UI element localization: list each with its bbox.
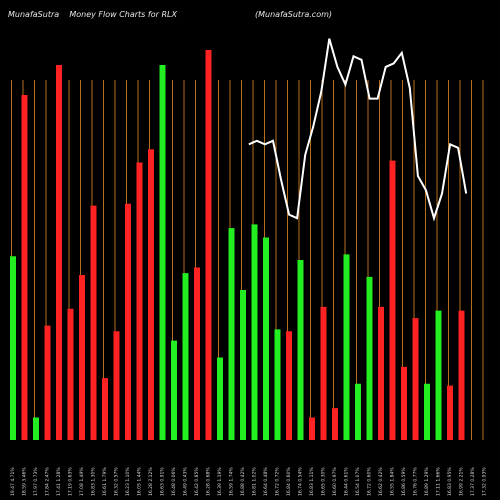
chart-title-row: MunafaSutra Money Flow Charts for RLX [8, 10, 177, 19]
bar [67, 308, 74, 440]
tick-label: 16.64 0.48% [263, 467, 269, 496]
tick-label: 16.60 0.97% [332, 467, 338, 496]
bar [343, 254, 350, 440]
tick-label: 16.42 0.85% [194, 467, 200, 496]
tick-label: 16.28 2.12% [148, 467, 154, 496]
tick-label: 17.37 0.28% [470, 467, 476, 496]
bar [228, 228, 235, 440]
tick-label: 16.83 0.95% [447, 467, 453, 496]
tick-label: 16.63 0.91% [160, 467, 166, 496]
tick-label: 16.05 1.44% [137, 467, 143, 496]
bar [90, 205, 97, 440]
bar [297, 260, 304, 440]
tick-label: 17.32 0.93% [482, 467, 488, 496]
tick-label: 16.88 0.42% [240, 467, 246, 496]
tick-label: 18.59 3.46% [22, 467, 28, 496]
tick-label: 16.44 0.61% [344, 467, 350, 496]
tick-label: 16.89 1.29% [424, 467, 430, 496]
bar [171, 340, 177, 440]
bar [102, 378, 108, 440]
brand-right: (MunafaSutra.com) [255, 10, 333, 19]
bar [33, 417, 39, 440]
tick-label: 16.72 0.72% [275, 467, 281, 496]
bar [435, 310, 442, 440]
bar [274, 329, 281, 440]
bar [251, 224, 258, 440]
tick-label: 16.32 0.57% [114, 467, 120, 496]
tick-label: 16.83 1.30% [91, 467, 97, 496]
tick-label: 16.23 1.10% [125, 467, 131, 496]
tick-label: 16.59 1.74% [229, 467, 235, 496]
tick-label: 16.48 0.06% [171, 467, 177, 496]
tick-label: 16.81 1.02% [252, 467, 258, 496]
tick-label: 16.28 0.68% [206, 467, 212, 496]
bar [412, 318, 419, 440]
bar [21, 95, 28, 440]
bar [240, 290, 246, 440]
bar [309, 417, 315, 440]
tick-label: 16.86 0.59% [401, 467, 407, 496]
bar [205, 50, 212, 440]
tick-label: 16.39 1.19% [217, 467, 223, 496]
money-flow-line [248, 38, 468, 222]
tick-label: 17.08 1.49% [79, 467, 85, 496]
tick-label: 16.61 1.79% [102, 467, 108, 496]
tick-label: 16.84 0.60% [286, 467, 292, 496]
tick-label: 16.62 0.42% [378, 467, 384, 496]
bar [366, 276, 373, 440]
tick-label: 16.83 1.11% [309, 467, 315, 496]
brand-left: MunafaSutra [8, 10, 60, 19]
tick-label: 17.41 1.28% [56, 467, 62, 496]
bar [56, 65, 62, 440]
bar [401, 366, 407, 440]
bar [320, 306, 327, 440]
bar [263, 237, 269, 440]
bar [458, 310, 465, 440]
bar [136, 162, 143, 440]
bar [447, 385, 453, 440]
bar [217, 357, 223, 440]
bar [355, 383, 361, 440]
tick-label: 16.55 1.84% [390, 467, 396, 496]
tick-label: 16.74 0.54% [298, 467, 304, 496]
tick-label: 17.19 0.63% [68, 467, 74, 496]
bar [44, 325, 51, 440]
bar [332, 408, 338, 440]
bar [79, 275, 85, 440]
bar [159, 65, 166, 440]
tick-label: 17.11 1.66% [436, 467, 442, 496]
bar [148, 149, 154, 440]
bar [182, 273, 189, 440]
tick-label: 16.99 2.21% [459, 467, 465, 496]
tick-label: 19.47 4.71% [10, 467, 16, 496]
bar [286, 331, 292, 440]
bar [378, 306, 384, 440]
bar [424, 383, 430, 440]
tick-label: 16.76 0.77% [413, 467, 419, 496]
tick-label: 17.84 2.47% [45, 467, 51, 496]
bar [194, 267, 200, 440]
tick-label: 17.97 0.73% [33, 467, 39, 496]
bar [113, 331, 120, 440]
tick-label: 16.65 0.30% [321, 467, 327, 496]
bar [125, 203, 131, 440]
bar [10, 256, 16, 440]
tick-label: 16.49 0.43% [183, 467, 189, 496]
tick-label: 16.54 1.07% [355, 467, 361, 496]
bar [389, 160, 396, 440]
tick-label: 16.72 0.60% [367, 467, 373, 496]
chart-title: Money Flow Charts for RLX [69, 10, 177, 19]
